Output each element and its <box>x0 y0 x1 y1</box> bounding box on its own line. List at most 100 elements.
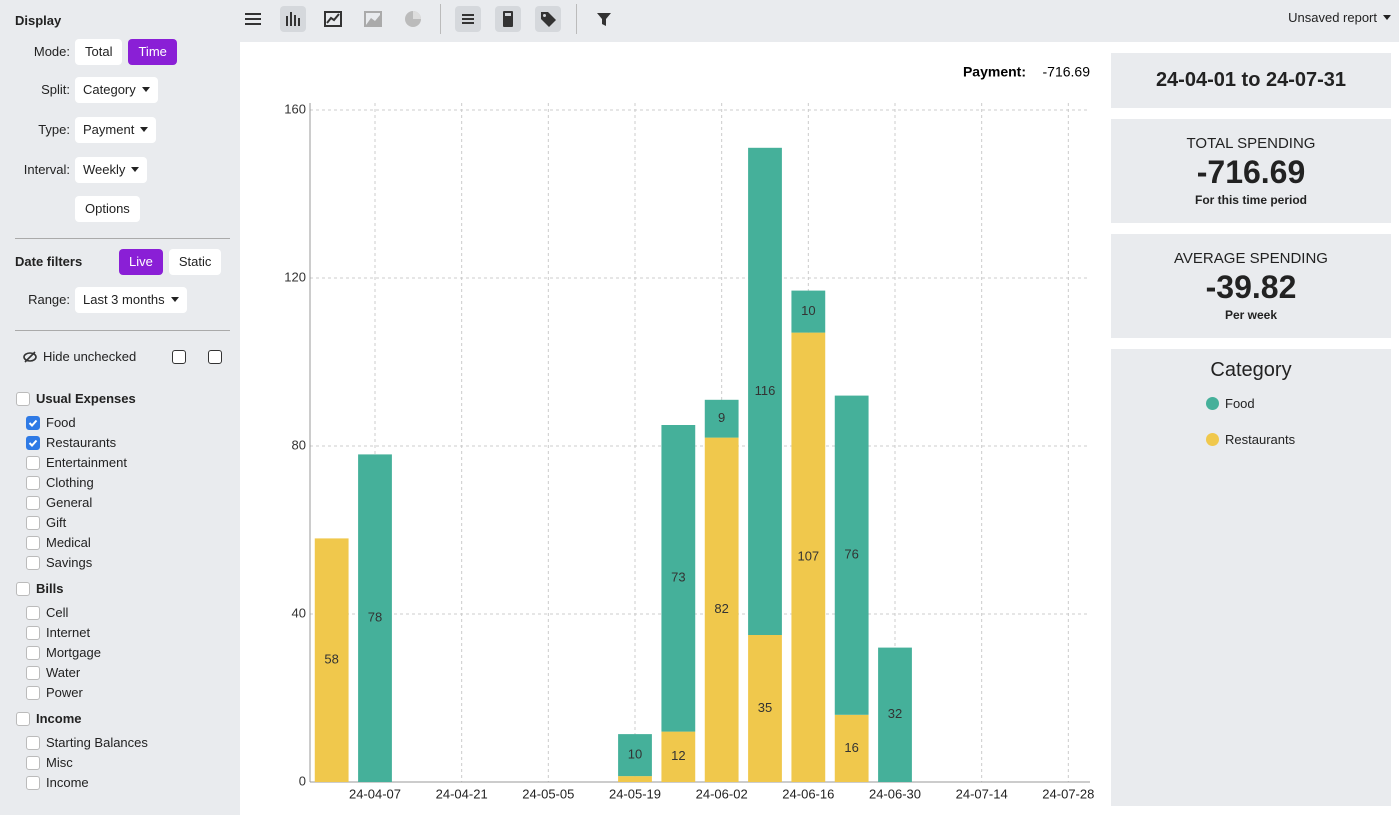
group-checkbox[interactable] <box>16 582 30 596</box>
x-tick-label: 24-07-14 <box>956 786 1008 801</box>
item-label: Gift <box>46 515 67 530</box>
legend-item[interactable]: Restaurants <box>1206 432 1295 447</box>
tag-icon[interactable] <box>535 6 561 32</box>
check-all[interactable] <box>172 350 186 364</box>
item-checkbox[interactable] <box>26 556 40 570</box>
group-name: Bills <box>36 581 64 596</box>
total-note: For this time period <box>1194 193 1307 207</box>
item-checkbox[interactable] <box>26 626 40 640</box>
legend-label: Food <box>1225 396 1255 411</box>
legend-label: Restaurants <box>1225 432 1296 447</box>
data-label: 12 <box>671 748 685 763</box>
item-checkbox[interactable] <box>26 436 40 450</box>
period: 24-04-01 to 24-07-31 <box>1155 69 1347 91</box>
dropdown[interactable]: Category <box>75 77 158 103</box>
item-checkbox[interactable] <box>26 646 40 660</box>
total-title: TOTAL SPENDING <box>1186 135 1316 152</box>
average-panel: AVERAGE SPENDING -39.82 Per week <box>1111 234 1391 338</box>
item-checkbox[interactable] <box>26 666 40 680</box>
data-label: 78 <box>368 610 382 625</box>
average-title: AVERAGE SPENDING <box>1174 250 1328 267</box>
filter-icon[interactable] <box>591 6 617 32</box>
x-tick-label: 24-05-19 <box>609 786 661 801</box>
y-tick-label: 0 <box>299 773 306 788</box>
area-chart-icon[interactable] <box>360 6 386 32</box>
item-label: Restaurants <box>46 435 117 450</box>
dropdown[interactable]: Payment <box>75 117 157 143</box>
item-checkbox[interactable] <box>26 456 40 470</box>
bar-chart-icon[interactable] <box>280 6 306 32</box>
data-label: 16 <box>844 740 858 755</box>
toggle-button[interactable]: Live <box>119 249 163 275</box>
x-tick-label: 24-04-07 <box>349 786 401 801</box>
group-checkbox[interactable] <box>16 392 30 406</box>
data-label: 73 <box>671 570 685 585</box>
x-tick-label: 24-05-05 <box>522 786 574 801</box>
item-label: Medical <box>46 535 91 550</box>
field-label: Range: <box>28 292 70 307</box>
toggle-group: Total Time <box>75 39 177 65</box>
annotation-label: Payment: <box>963 64 1026 80</box>
item-checkbox[interactable] <box>26 536 40 550</box>
group-checkbox[interactable] <box>16 712 30 726</box>
data-label: 10 <box>628 747 642 762</box>
bar-segment <box>314 538 349 782</box>
item-checkbox[interactable] <box>26 416 40 430</box>
toggle-button[interactable]: Total <box>75 39 123 65</box>
legend-item[interactable]: Food <box>1206 396 1255 411</box>
item-label: Water <box>46 665 81 680</box>
calculator-icon[interactable] <box>495 6 521 32</box>
field-label: Mode: <box>33 44 70 59</box>
dropdown[interactable]: Weekly <box>75 157 148 183</box>
item-checkbox[interactable] <box>26 686 40 700</box>
item-label: Starting Balances <box>46 735 148 750</box>
separator <box>15 238 230 239</box>
item-label: Entertainment <box>46 455 127 470</box>
bar-segment <box>358 454 392 782</box>
total-amount: -716.69 <box>1196 154 1306 190</box>
dropdown[interactable]: Last 3 months <box>75 287 187 313</box>
bar-segment <box>834 714 869 782</box>
line-chart-icon[interactable] <box>320 6 346 32</box>
list-icon[interactable] <box>455 6 481 32</box>
y-tick-label: 160 <box>284 101 306 116</box>
chart: Payment: -716.69 0 40 80 120 160 24-04-07 24-0… <box>284 64 1094 802</box>
uncheck-all[interactable] <box>208 350 222 364</box>
item-checkbox[interactable] <box>26 736 40 750</box>
divider <box>440 4 441 34</box>
menu-icon[interactable] <box>240 6 266 32</box>
item-label: Misc <box>46 755 73 770</box>
item-checkbox[interactable] <box>26 606 40 620</box>
bar-segment <box>791 332 826 782</box>
average-amount: -39.82 <box>1205 269 1297 305</box>
item-checkbox[interactable] <box>26 516 40 530</box>
bar-segment <box>748 635 782 782</box>
item-checkbox[interactable] <box>26 476 40 490</box>
pie-chart-icon[interactable] <box>400 6 426 32</box>
item-label: Food <box>46 415 76 430</box>
item-checkbox[interactable] <box>26 776 40 790</box>
legend-panel: Category Food Restaurants <box>1111 349 1391 806</box>
hide-icon <box>22 351 38 363</box>
item-checkbox[interactable] <box>26 756 40 770</box>
group-name: Income <box>36 711 82 726</box>
toolbar: Unsaved report <box>240 0 1399 42</box>
average-note: Per week <box>1224 308 1278 322</box>
bar-segment <box>618 734 652 777</box>
x-tick-label: 24-04-21 <box>436 786 488 801</box>
x-tick-label: 24-07-28 <box>1042 786 1094 801</box>
item-label: Savings <box>46 555 93 570</box>
hide-unchecked[interactable]: Hide unchecked <box>43 349 137 364</box>
data-label: 32 <box>888 706 902 721</box>
bar-segment <box>704 399 739 438</box>
bar-segment <box>661 731 696 782</box>
item-checkbox[interactable] <box>26 496 40 510</box>
report-menu[interactable]: Unsaved report <box>1288 9 1391 27</box>
toggle-button[interactable]: Static <box>168 249 222 275</box>
options-button[interactable]: Options <box>75 196 140 222</box>
toggle-button[interactable]: Time <box>128 39 177 65</box>
legend-title: Category <box>1210 359 1292 381</box>
bar-segment <box>791 290 826 333</box>
sidebar: Display Mode: Total Time Split: Category Type:… <box>0 0 240 815</box>
